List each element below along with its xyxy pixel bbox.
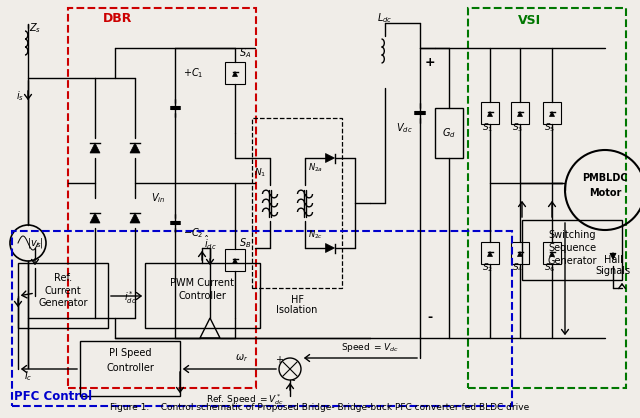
- Text: -: -: [428, 311, 433, 324]
- Text: $V_{in}$: $V_{in}$: [151, 191, 165, 205]
- Bar: [468, 8, 626, 388]
- Polygon shape: [90, 213, 100, 223]
- Polygon shape: [518, 252, 522, 257]
- Bar: [80, 341, 180, 396]
- Polygon shape: [90, 143, 100, 153]
- Text: $S_6$: $S_6$: [544, 262, 556, 274]
- Text: $G_d$: $G_d$: [442, 126, 456, 140]
- Bar: [145, 263, 260, 328]
- Text: $\hat{i}_{dc}$: $\hat{i}_{dc}$: [204, 234, 216, 252]
- Text: Signals: Signals: [595, 266, 630, 276]
- Polygon shape: [130, 213, 140, 223]
- Text: Generator: Generator: [547, 256, 596, 266]
- Polygon shape: [326, 153, 335, 163]
- Bar: [12, 231, 512, 406]
- Text: $S_1$: $S_1$: [483, 122, 493, 134]
- Text: $S_5$: $S_5$: [545, 122, 556, 134]
- Bar: [225, 249, 245, 271]
- Polygon shape: [488, 252, 493, 257]
- Polygon shape: [550, 252, 554, 257]
- Bar: [543, 102, 561, 124]
- Text: $Z_s$: $Z_s$: [29, 21, 41, 35]
- Text: $N_{2c}$: $N_{2c}$: [308, 229, 324, 241]
- Text: -: -: [291, 375, 295, 385]
- Text: Speed $= V_{dc}$: Speed $= V_{dc}$: [341, 342, 399, 354]
- Text: Current: Current: [45, 286, 81, 296]
- Text: $i_s$: $i_s$: [16, 89, 24, 103]
- Text: $N_1$: $N_1$: [254, 167, 266, 179]
- Text: $S_B$: $S_B$: [239, 236, 252, 250]
- Text: Ref.: Ref.: [54, 273, 72, 283]
- Polygon shape: [550, 112, 554, 117]
- Bar: [543, 242, 561, 264]
- Text: $S_3$: $S_3$: [513, 122, 524, 134]
- Text: PI Speed: PI Speed: [109, 348, 151, 358]
- Text: Controller: Controller: [178, 291, 226, 301]
- Polygon shape: [518, 112, 522, 117]
- Polygon shape: [232, 258, 237, 263]
- Text: Sequence: Sequence: [548, 243, 596, 253]
- Text: PWM Current: PWM Current: [170, 278, 234, 288]
- Polygon shape: [326, 244, 335, 252]
- Text: $-C_2$: $-C_2$: [183, 226, 204, 240]
- Text: $I_c$: $I_c$: [24, 369, 32, 383]
- Bar: [18, 263, 108, 328]
- Text: Switching: Switching: [548, 230, 596, 240]
- Text: Isolation: Isolation: [276, 305, 317, 315]
- Text: HF: HF: [291, 295, 303, 305]
- Bar: [481, 242, 499, 264]
- Text: $S_4$: $S_4$: [513, 262, 524, 274]
- Text: DBR: DBR: [103, 12, 132, 25]
- Text: Ref. Speed $= V^*_{dc}$: Ref. Speed $= V^*_{dc}$: [206, 393, 284, 408]
- Polygon shape: [488, 112, 493, 117]
- Text: $S_2$: $S_2$: [483, 262, 493, 274]
- Bar: [435, 108, 463, 158]
- Polygon shape: [232, 71, 237, 76]
- Text: $N_{2a}$: $N_{2a}$: [308, 162, 324, 174]
- Text: $\omega_r$: $\omega_r$: [236, 352, 249, 364]
- Text: +: +: [275, 355, 283, 365]
- Text: PMBLDC: PMBLDC: [582, 173, 628, 183]
- Bar: [68, 8, 256, 388]
- Bar: [511, 242, 529, 264]
- Text: $|v_s|$: $|v_s|$: [26, 236, 44, 250]
- Bar: [252, 118, 342, 288]
- Text: Hall: Hall: [604, 255, 623, 265]
- Text: $V_{dc}$: $V_{dc}$: [396, 121, 413, 135]
- Text: VSI: VSI: [518, 13, 541, 26]
- Text: Generator: Generator: [38, 298, 88, 308]
- Text: $L_{dc}$: $L_{dc}$: [378, 11, 393, 25]
- Bar: [511, 102, 529, 124]
- Text: PFC Control: PFC Control: [14, 390, 92, 403]
- Text: Controller: Controller: [106, 363, 154, 373]
- Text: $+C_1$: $+C_1$: [183, 66, 204, 80]
- Bar: [225, 62, 245, 84]
- Text: $S_A$: $S_A$: [239, 46, 251, 60]
- Polygon shape: [130, 143, 140, 153]
- Text: Figure 1.    Control schematic of Proposed Bridge- Bridge-buck PFC converter fed: Figure 1. Control schematic of Proposed …: [110, 403, 530, 412]
- Text: Motor: Motor: [589, 188, 621, 198]
- Bar: [481, 102, 499, 124]
- Text: $i^*_{dc}$: $i^*_{dc}$: [124, 290, 136, 306]
- Text: +: +: [425, 56, 435, 69]
- Bar: [522, 220, 622, 280]
